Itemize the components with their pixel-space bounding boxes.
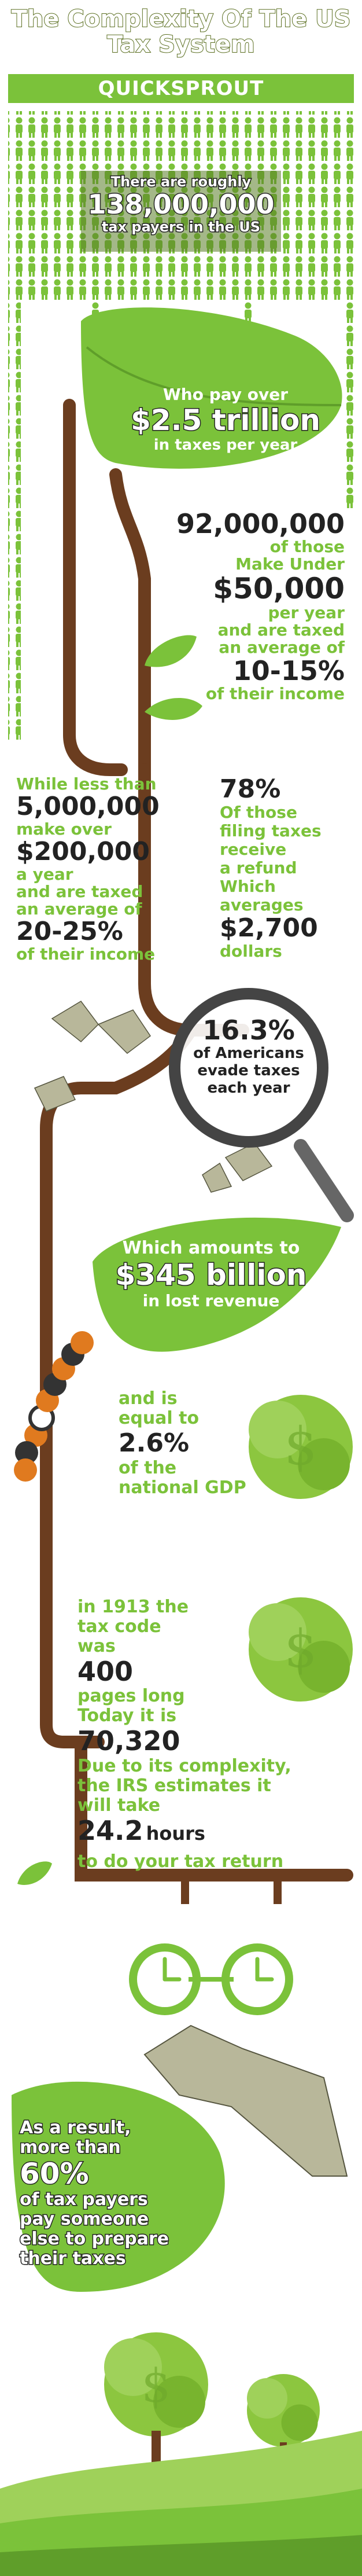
stat-evade: 16.3% of Americans evade taxes each year <box>185 1016 312 1097</box>
stat-number: $2.5 trillion <box>130 403 322 438</box>
branch-main <box>63 399 128 776</box>
stat-label: evade taxes <box>197 1062 300 1079</box>
stat-pay-someone: As a result, more than 60% of tax payers… <box>19 2117 205 2269</box>
stat-label: Today it is <box>77 1706 177 1726</box>
stat-label: of tax payers <box>19 2189 149 2210</box>
stat-label: in 1913 the <box>77 1597 189 1617</box>
stat-label: in taxes per year <box>153 436 298 454</box>
svg-text:$: $ <box>142 2359 171 2413</box>
clock-left-icon <box>129 1943 201 2015</box>
dollar-tree-4 <box>247 2374 320 2447</box>
stat-label: will take <box>77 1795 161 1816</box>
stat-label: Which amounts to <box>122 1238 300 1258</box>
stat-hours: Due to its complexity, the IRS estimates… <box>77 1756 349 1872</box>
stat-label: to do your tax return <box>77 1851 284 1872</box>
svg-text:$: $ <box>284 1416 317 1477</box>
svg-text:$: $ <box>284 1619 317 1680</box>
stat-number: 92,000,000 <box>176 508 345 539</box>
stat-label: equal to <box>119 1408 200 1428</box>
stat-label: more than <box>19 2137 122 2158</box>
brand-logo: QUICKSPROUT <box>98 77 264 100</box>
brand-banner <box>8 74 354 103</box>
stat-label: an average of <box>16 899 142 918</box>
stat-number: 10-15% <box>232 655 345 686</box>
stat-label: and are taxed <box>217 620 345 640</box>
stat-number: 138,000,000 <box>87 189 275 220</box>
leaf-2 <box>93 1217 341 1352</box>
stat-number: 70,320 <box>77 1725 180 1756</box>
stat-number: $345 billion <box>114 1258 308 1293</box>
stat-label: of their income <box>205 684 345 703</box>
stat-label: filing taxes <box>220 821 322 840</box>
clock-right-icon <box>221 1943 293 2015</box>
stat-label: receive <box>220 840 287 859</box>
stat-gdp: and is equal to 2.6% of the national GDP <box>119 1389 252 1498</box>
stat-number: 2.6% <box>119 1428 190 1458</box>
stat-label: each year <box>207 1079 290 1097</box>
stat-label: and are taxed <box>16 882 143 901</box>
stat-label: a year <box>16 865 73 884</box>
stat-label: Which <box>220 877 276 896</box>
stat-number: 60% <box>19 2157 90 2191</box>
stat-label: Due to its complexity, <box>77 1756 291 1776</box>
stat-label: tax payers in the US <box>101 218 261 236</box>
stat-label: national GDP <box>119 1478 246 1498</box>
stat-label: per year <box>268 603 345 622</box>
stat-label: of those <box>269 537 345 556</box>
stat-label: of their income <box>16 945 156 964</box>
stat-label: an average of <box>219 638 345 657</box>
stat-number: $2,700 <box>220 913 318 943</box>
stat-tax-code: in 1913 the tax code was 400 pages long … <box>77 1597 228 1756</box>
stat-label: of Americans <box>193 1045 304 1062</box>
stat-unit: hours <box>146 1822 205 1844</box>
stat-label: their taxes <box>19 2248 127 2269</box>
stat-label: While less than <box>16 774 157 793</box>
stat-label: make over <box>16 820 112 839</box>
caterpillar <box>14 1331 94 1482</box>
stat-number: 24.2 <box>77 1815 143 1846</box>
stat-label: a refund <box>220 858 297 877</box>
stat-label: Who pay over <box>162 385 289 404</box>
people-chain-left <box>8 302 21 742</box>
stat-label: of the <box>119 1458 177 1478</box>
stat-label: the IRS estimates it <box>77 1776 271 1796</box>
stat-label: dollars <box>220 942 282 961</box>
stat-label: and is <box>119 1388 178 1409</box>
stat-label: Of those <box>220 803 297 822</box>
magnifying-glass <box>169 988 354 1222</box>
stat-label: averages <box>220 895 304 914</box>
stat-refund: 78% Of those filing taxes receive a refu… <box>220 776 353 961</box>
leaf-3 <box>12 2081 225 2292</box>
stat-label: There are roughly <box>110 173 252 191</box>
stat-number: 20-25% <box>16 917 123 946</box>
stat-label: tax code <box>77 1616 161 1637</box>
stat-number: 16.3% <box>202 1015 295 1046</box>
stat-over-200k: While less than 5,000,000 make over $200… <box>16 776 184 963</box>
stat-label: in lost revenue <box>142 1291 280 1310</box>
stat-taxpayers: There are roughly 138,000,000 tax payers… <box>81 173 281 236</box>
stat-number: $50,000 <box>213 572 345 605</box>
stat-number: 78% <box>220 774 281 804</box>
people-chain-right <box>341 302 354 510</box>
stat-label: As a result, <box>19 2117 132 2138</box>
stat-lost-revenue: Which amounts to $345 billion in lost re… <box>95 1239 327 1310</box>
page-subtitle: Tax System <box>106 31 255 58</box>
stat-under-50k: 92,000,000 of those Make Under $50,000 p… <box>168 509 345 703</box>
stat-label: else to prepare <box>19 2228 170 2250</box>
stat-label: Make Under <box>235 554 345 574</box>
stat-trillion: Who pay over $2.5 trillion in taxes per … <box>121 385 330 454</box>
money-butterflies <box>34 1001 273 1193</box>
leaf-1 <box>81 307 342 469</box>
stat-number: 5,000,000 <box>16 792 160 821</box>
money-bird <box>143 2024 348 2177</box>
page-title: The Complexity Of The US <box>11 6 352 32</box>
stat-label: pay someone <box>19 2208 150 2230</box>
stat-number: 400 <box>77 1656 134 1687</box>
stat-number: $200,000 <box>16 837 150 866</box>
stat-label: pages long <box>77 1686 185 1706</box>
stat-label: was <box>77 1636 116 1656</box>
